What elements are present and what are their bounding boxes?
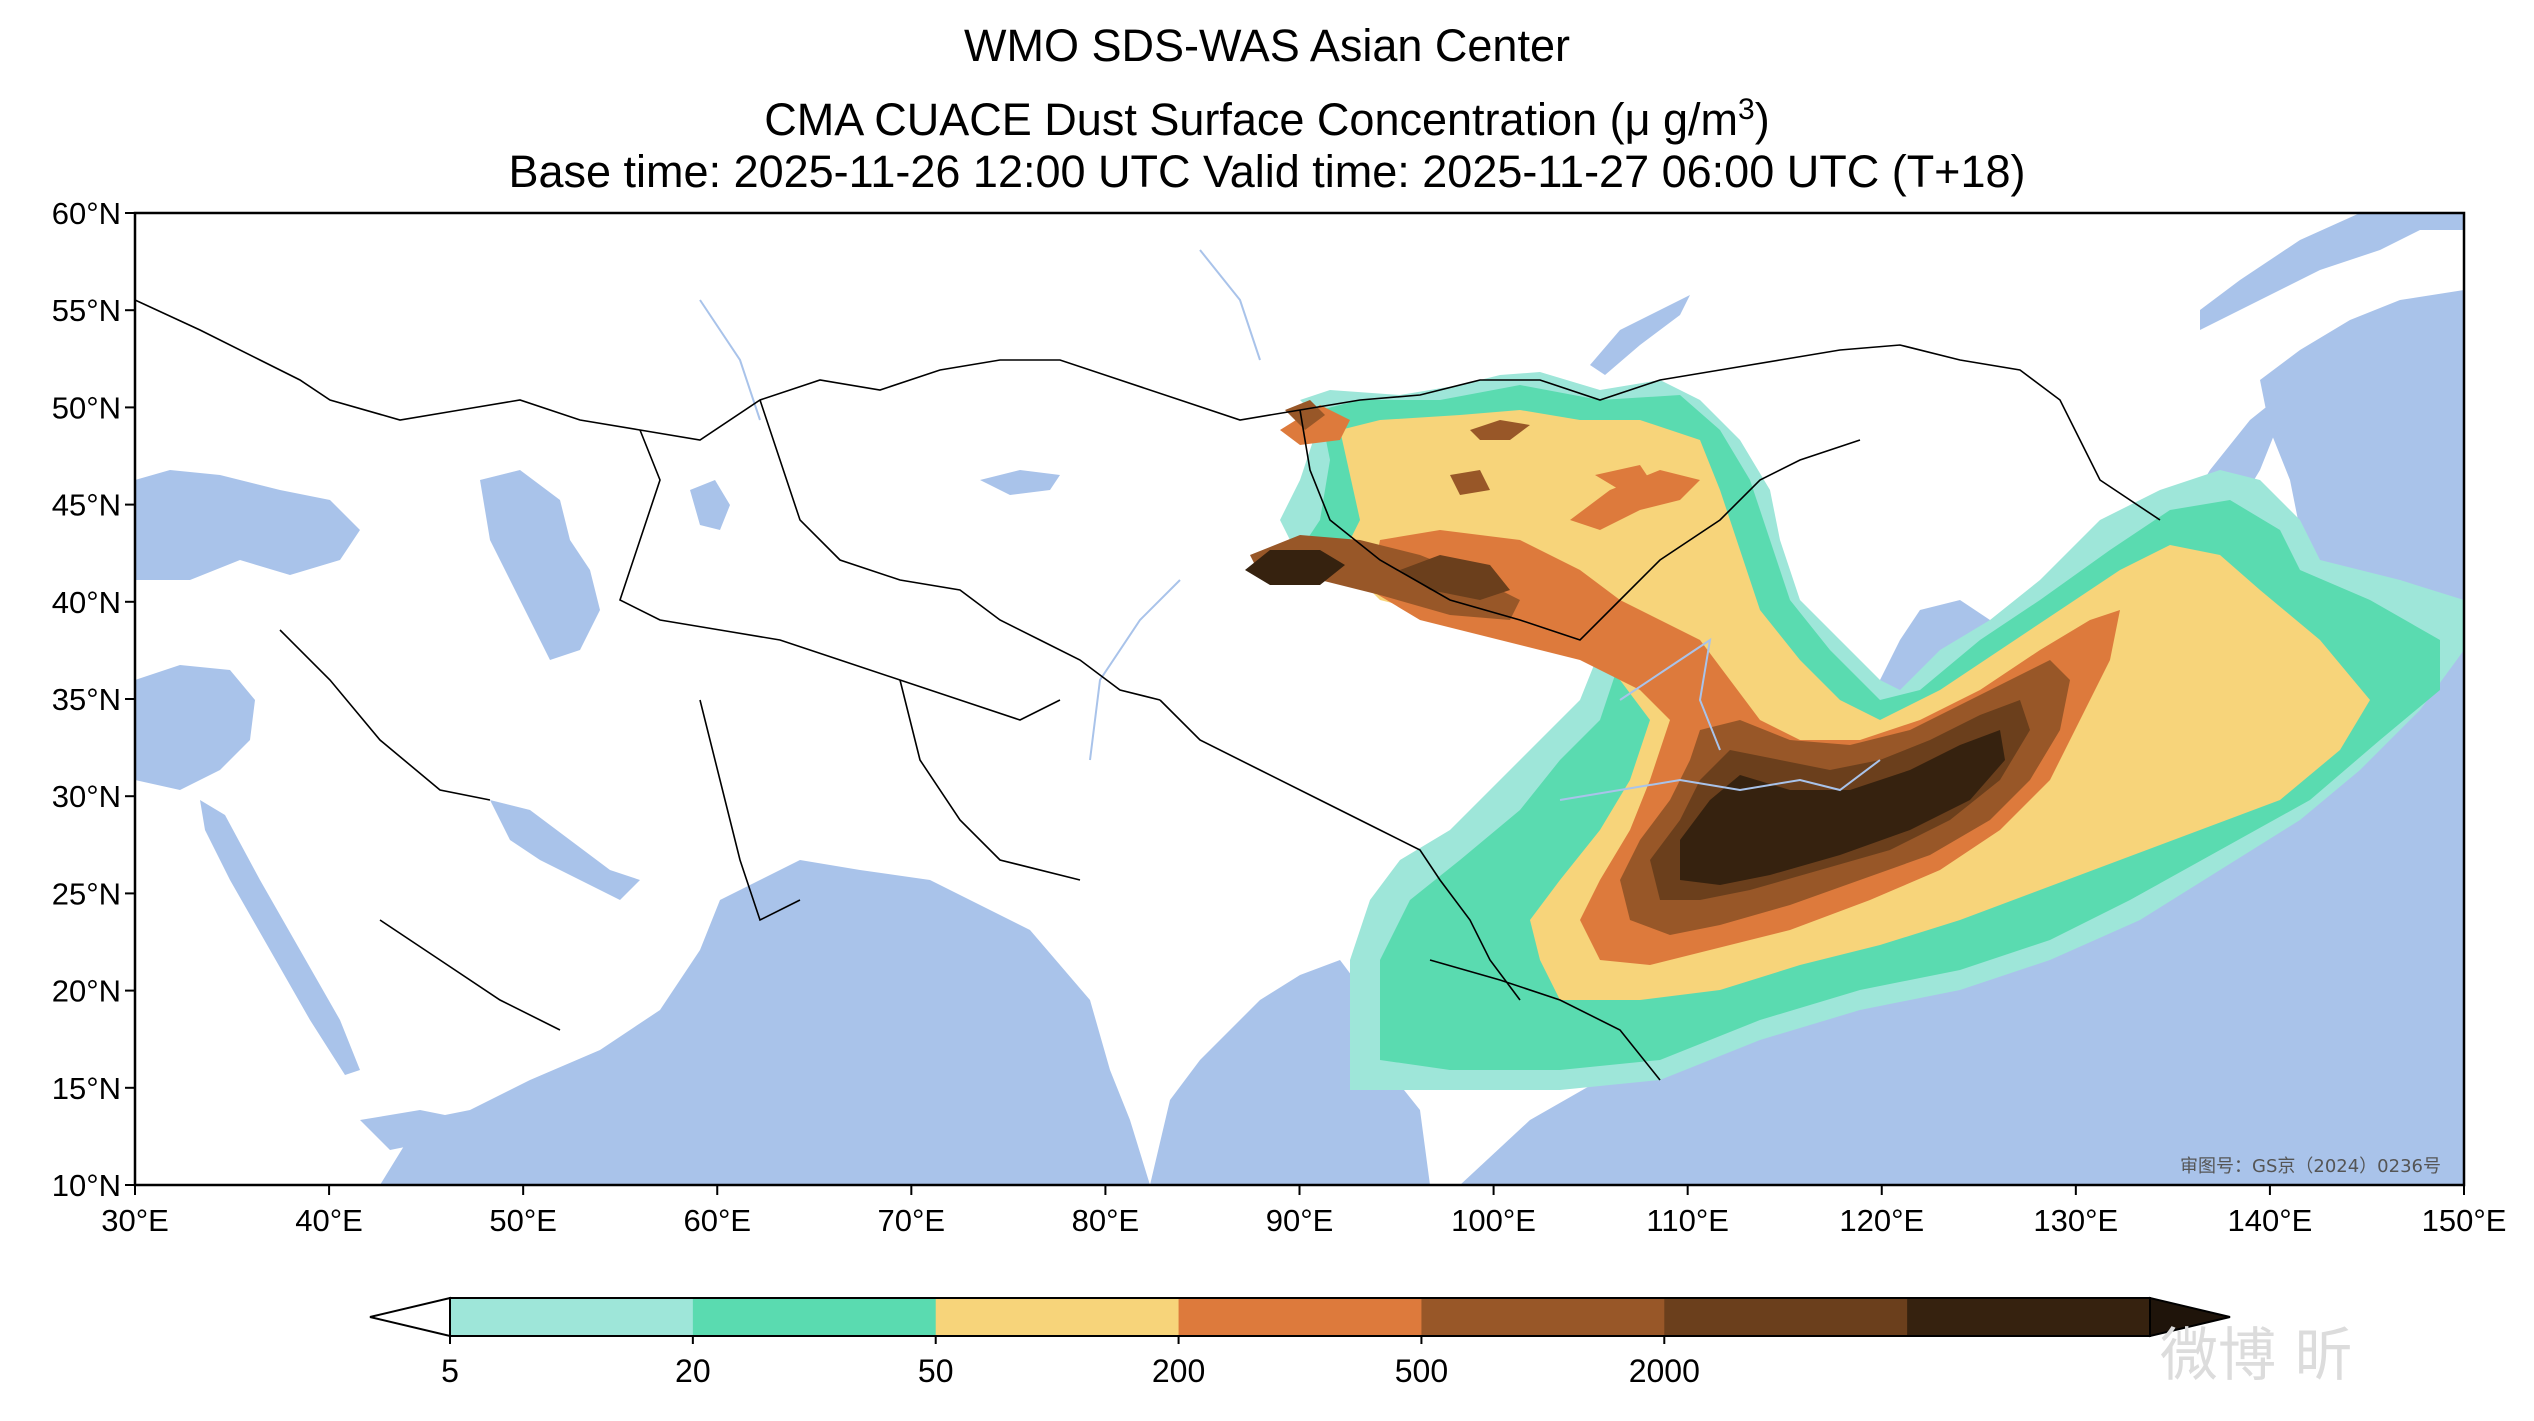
- lat-tick-label: 55°N: [52, 293, 121, 328]
- colorbar-swatch: [1664, 1298, 1908, 1336]
- dust-mongolia-b: [1450, 470, 1490, 495]
- colorbar-label: 20: [675, 1353, 711, 1389]
- lat-tick-label: 50°N: [52, 390, 121, 425]
- map-subtitle: CMA CUACE Dust Surface Concentration (μ …: [764, 93, 1770, 145]
- lon-tick-label: 60°E: [683, 1203, 751, 1238]
- lon-tick-label: 120°E: [1839, 1203, 1924, 1238]
- lat-tick-label: 30°N: [52, 779, 121, 814]
- map-approval-stamp: 审图号：GS京（2024）0236号: [2180, 1156, 2441, 1177]
- colorbar-swatch: [1178, 1298, 1422, 1336]
- country-borders: [135, 299, 2161, 1081]
- dust-level-200-west: [1280, 405, 1350, 445]
- lake-balkhash: [980, 470, 1060, 495]
- time-info: Base time: 2025-11-26 12:00 UTC Valid ti…: [508, 146, 2026, 197]
- lon-tick-label: 140°E: [2228, 1203, 2313, 1238]
- lon-tick-label: 50°E: [489, 1203, 557, 1238]
- dust-core-west: [1245, 550, 1345, 585]
- rivers: [699, 249, 1881, 801]
- lat-tick-label: 35°N: [52, 682, 121, 717]
- gulf-of-aden: [360, 1110, 470, 1150]
- dust-mongolia-a: [1470, 420, 1530, 440]
- map-area: 审图号：GS京（2024）0236号: [135, 213, 2464, 1185]
- colorbar-swatch: [1907, 1298, 2151, 1336]
- map-title: WMO SDS-WAS Asian Center: [964, 20, 1570, 71]
- dust-level-50: [1340, 410, 2370, 1000]
- lake-baikal: [1590, 295, 1690, 375]
- dust-core-east: [1680, 730, 2005, 885]
- lon-tick-label: 30°E: [101, 1203, 169, 1238]
- caspian-sea: [480, 470, 600, 660]
- persian-gulf: [490, 800, 640, 900]
- colorbar-swatch: [1421, 1298, 1665, 1336]
- lon-axis: 30°E 40°E 50°E 60°E 70°E 80°E 90°E 100°E 110°E 12…: [101, 1185, 2506, 1238]
- colorbar-swatch: [692, 1298, 937, 1336]
- lon-tick-label: 130°E: [2033, 1203, 2118, 1238]
- colorbar-label: 2000: [1629, 1353, 1700, 1389]
- watermark: 微博 昕: [2160, 1321, 2352, 1389]
- mediterranean: [135, 665, 255, 790]
- aral-sea: [690, 480, 730, 530]
- colorbar-swatch: [450, 1298, 694, 1336]
- dust-level-200-north: [1570, 470, 1700, 530]
- colorbar-label: 50: [918, 1353, 954, 1389]
- lon-tick-label: 70°E: [878, 1203, 946, 1238]
- colorbar-label: 200: [1152, 1353, 1205, 1389]
- lat-tick-label: 20°N: [52, 974, 121, 1009]
- colorbar-swatch: [935, 1298, 1180, 1336]
- lon-tick-label: 100°E: [1451, 1203, 1536, 1238]
- lat-tick-label: 45°N: [52, 488, 121, 523]
- dust-field: [1245, 372, 2464, 1090]
- colorbar-frame: [449, 1297, 2151, 1337]
- lat-tick-label: 15°N: [52, 1071, 121, 1106]
- lat-tick-label: 40°N: [52, 585, 121, 620]
- lon-tick-label: 110°E: [1646, 1203, 1729, 1238]
- lon-tick-label: 80°E: [1072, 1203, 1140, 1238]
- lat-tick-label: 60°N: [52, 196, 121, 231]
- lat-tick-label: 10°N: [52, 1168, 121, 1203]
- lat-tick-label: 25°N: [52, 876, 121, 911]
- lon-tick-label: 150°E: [2422, 1203, 2507, 1238]
- colorbar-label: 500: [1395, 1353, 1448, 1389]
- lat-axis: 10°N 15°N 20°N 25°N 30°N 35°N 40°N 45°N 50°N 55°N…: [52, 196, 135, 1203]
- colorbar: 5 20 50 200 500 2000: [369, 1296, 2231, 1389]
- indian-ocean: [380, 860, 1150, 1185]
- colorbar-label: 5: [441, 1353, 459, 1389]
- red-sea: [200, 800, 360, 1075]
- dust-ne-china: [1595, 465, 1650, 490]
- colorbar-under-arrow: [369, 1296, 451, 1338]
- lon-tick-label: 40°E: [295, 1203, 363, 1238]
- pacific-ocean: [1460, 290, 2464, 1185]
- dust-core-mid: [1400, 555, 1510, 600]
- sea-of-okhotsk: [2200, 213, 2464, 330]
- black-sea: [135, 470, 360, 580]
- lon-tick-label: 90°E: [1266, 1203, 1334, 1238]
